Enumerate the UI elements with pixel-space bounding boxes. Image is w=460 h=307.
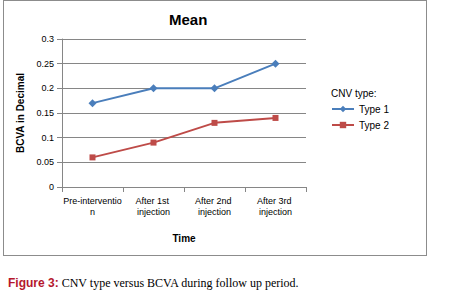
svg-text:injection: injection <box>137 207 170 217</box>
svg-text:injection: injection <box>259 207 292 217</box>
svg-text:injection: injection <box>198 207 231 217</box>
svg-text:0.3: 0.3 <box>41 34 54 44</box>
svg-text:After 1st: After 1st <box>135 196 171 206</box>
svg-text:After 2nd: After 2nd <box>195 196 234 206</box>
svg-text:0.1: 0.1 <box>41 133 54 143</box>
svg-text:Time: Time <box>172 233 196 244</box>
svg-text:0.05: 0.05 <box>36 157 54 167</box>
svg-text:0.15: 0.15 <box>36 108 54 118</box>
svg-text:Type 1: Type 1 <box>359 104 389 115</box>
svg-text:After 3rd: After 3rd <box>257 196 294 206</box>
html-text:Figure 3: CNV type versus BCVA: Figure 3: CNV type versus BCVA during fo… <box>8 276 299 290</box>
svg-text:0.2: 0.2 <box>41 83 54 93</box>
svg-text:BCVA in Decimal: BCVA in Decimal <box>15 73 26 153</box>
svg-text:0: 0 <box>49 182 54 192</box>
svg-text:0.25: 0.25 <box>36 59 54 69</box>
svg-text:CNV type:: CNV type: <box>331 88 377 99</box>
svg-text:Pre-interventio: Pre-interventio <box>63 196 122 206</box>
svg-text:n: n <box>90 207 95 217</box>
svg-text:Type 2: Type 2 <box>359 120 389 131</box>
svg-text:Mean: Mean <box>169 11 207 28</box>
